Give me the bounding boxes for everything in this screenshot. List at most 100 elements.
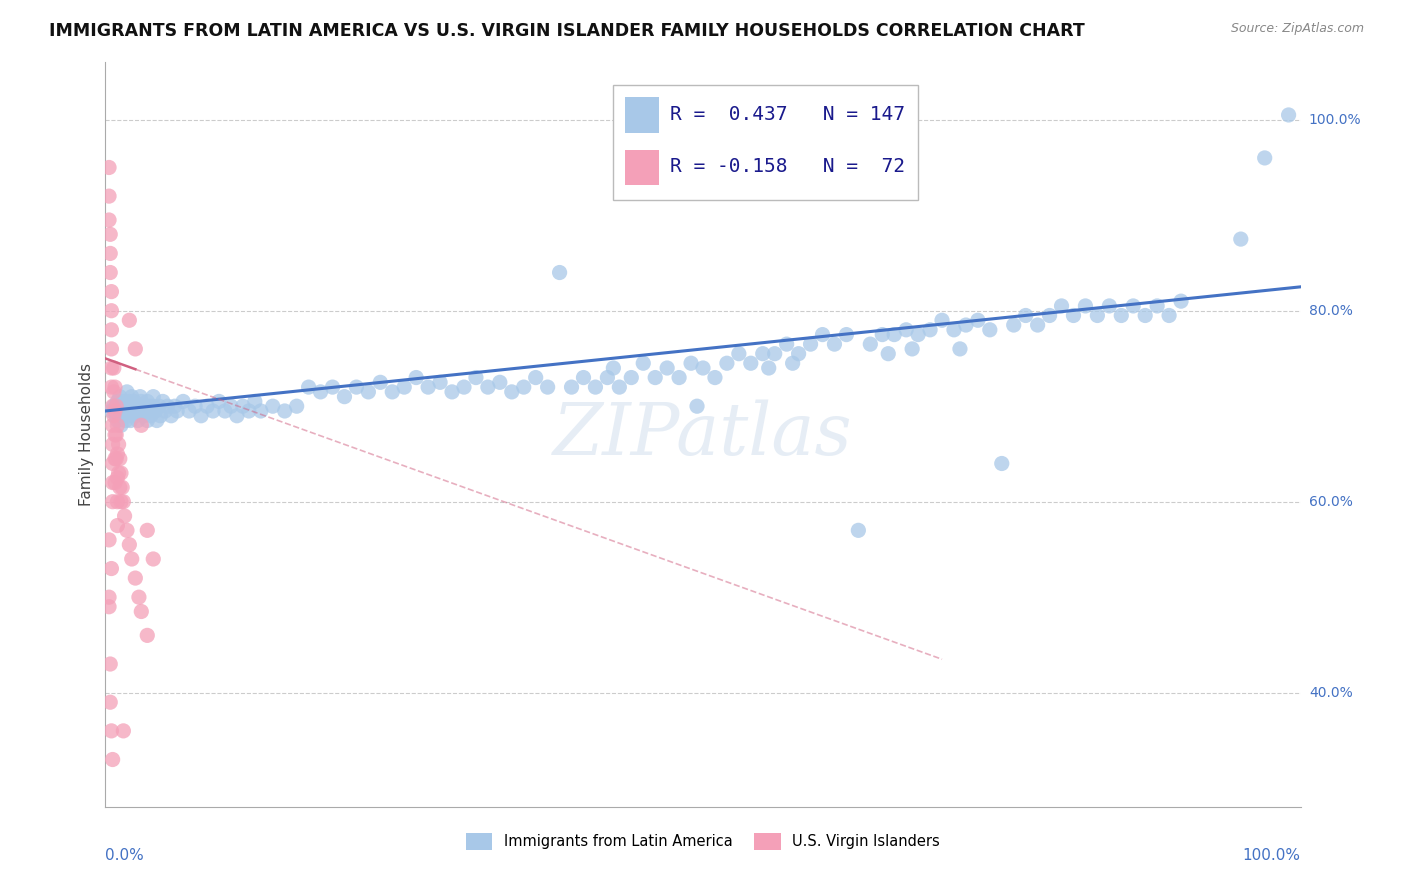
Point xyxy=(100,561,122,575)
Point xyxy=(232,399,254,413)
Point xyxy=(122,404,145,418)
Point xyxy=(101,437,124,451)
Point xyxy=(273,404,295,418)
Point xyxy=(112,723,135,738)
Point xyxy=(190,409,212,423)
Point xyxy=(620,370,643,384)
Point xyxy=(644,370,666,384)
Point xyxy=(129,605,153,619)
Text: 100.0%: 100.0% xyxy=(1309,112,1361,127)
Point xyxy=(548,266,571,280)
Point xyxy=(782,356,804,370)
FancyBboxPatch shape xyxy=(626,97,659,133)
Point xyxy=(107,494,129,508)
Point xyxy=(98,695,121,709)
Point xyxy=(907,327,929,342)
Point xyxy=(107,418,129,433)
Point xyxy=(602,361,624,376)
Point xyxy=(101,494,124,508)
Point xyxy=(1170,294,1192,309)
Point xyxy=(208,394,231,409)
Point xyxy=(728,347,751,361)
Point xyxy=(128,590,150,604)
Point xyxy=(115,384,138,399)
Point xyxy=(105,451,128,466)
Point xyxy=(107,466,129,480)
Point xyxy=(1146,299,1168,313)
Point xyxy=(101,457,124,471)
Point xyxy=(160,409,183,423)
Point xyxy=(129,404,153,418)
Text: ZIPatlas: ZIPatlas xyxy=(553,400,853,470)
Point xyxy=(101,752,124,766)
Point xyxy=(1229,232,1251,246)
Point xyxy=(105,399,128,413)
Point xyxy=(686,399,709,413)
Point xyxy=(108,390,131,404)
Point xyxy=(250,404,273,418)
Point xyxy=(1085,309,1108,323)
Point xyxy=(124,399,146,413)
Point xyxy=(955,318,977,332)
Point xyxy=(153,404,177,418)
Point xyxy=(166,404,188,418)
Point xyxy=(787,347,810,361)
Point xyxy=(142,390,165,404)
Point xyxy=(101,475,124,490)
Text: IMMIGRANTS FROM LATIN AMERICA VS U.S. VIRGIN ISLANDER FAMILY HOUSEHOLDS CORRELAT: IMMIGRANTS FROM LATIN AMERICA VS U.S. VI… xyxy=(49,22,1085,40)
FancyBboxPatch shape xyxy=(626,150,659,186)
Point xyxy=(1074,299,1097,313)
Point xyxy=(513,380,536,394)
Point xyxy=(824,337,846,351)
Point xyxy=(920,323,942,337)
Point xyxy=(1133,309,1156,323)
Point xyxy=(101,418,124,433)
Point xyxy=(184,399,207,413)
Point xyxy=(108,480,131,494)
Point xyxy=(596,370,619,384)
Point xyxy=(107,471,129,485)
Point xyxy=(125,404,148,418)
Point xyxy=(524,370,547,384)
Point xyxy=(202,404,225,418)
Point xyxy=(101,399,124,413)
Point xyxy=(195,399,218,413)
Point xyxy=(104,475,127,490)
Point xyxy=(112,409,135,423)
Point xyxy=(121,390,143,404)
Point xyxy=(104,451,127,466)
Point xyxy=(949,342,972,356)
Point xyxy=(100,404,122,418)
Point xyxy=(464,370,488,384)
Point xyxy=(740,356,762,370)
Point xyxy=(100,303,122,318)
Point xyxy=(1050,299,1073,313)
Point xyxy=(896,323,918,337)
Point xyxy=(98,227,121,242)
Point xyxy=(835,327,858,342)
Point xyxy=(716,356,738,370)
Point xyxy=(585,380,607,394)
Point xyxy=(1122,299,1144,313)
Point xyxy=(429,376,451,390)
Text: R =  0.437   N = 147: R = 0.437 N = 147 xyxy=(669,105,904,124)
Point xyxy=(103,361,125,376)
Point xyxy=(112,394,135,409)
Point xyxy=(607,380,630,394)
Point xyxy=(846,524,869,538)
Text: 80.0%: 80.0% xyxy=(1309,303,1353,318)
Point xyxy=(135,404,157,418)
Point xyxy=(127,413,149,427)
Point xyxy=(357,384,380,399)
Point xyxy=(121,399,143,413)
Point xyxy=(758,361,780,376)
Point xyxy=(98,266,121,280)
Point xyxy=(115,399,138,413)
Text: 0.0%: 0.0% xyxy=(105,848,145,863)
Point xyxy=(136,394,159,409)
Point xyxy=(285,399,308,413)
Point xyxy=(138,404,160,418)
Point xyxy=(883,327,905,342)
Point xyxy=(132,409,155,423)
Point xyxy=(501,384,523,399)
